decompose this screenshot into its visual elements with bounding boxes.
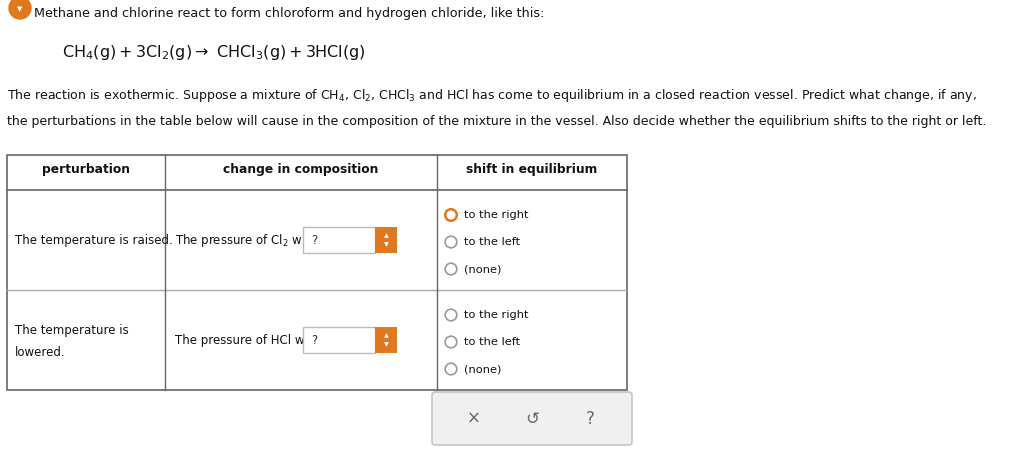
Bar — [375, 227, 397, 253]
Text: lowered.: lowered. — [15, 345, 66, 359]
Text: ▼: ▼ — [384, 242, 388, 247]
Text: ?: ? — [586, 410, 595, 427]
Text: The temperature is: The temperature is — [15, 324, 129, 337]
Text: ?: ? — [311, 333, 317, 346]
Text: ▲: ▲ — [384, 233, 388, 238]
Bar — [7, 155, 627, 390]
Text: ▼: ▼ — [384, 342, 388, 347]
Text: The pressure of $\mathregular{Cl_2}$ will: The pressure of $\mathregular{Cl_2}$ wil… — [175, 232, 312, 248]
Text: ↺: ↺ — [525, 410, 539, 427]
Text: The pressure of HCl will: The pressure of HCl will — [175, 333, 314, 346]
Text: ▲: ▲ — [384, 333, 388, 338]
Text: (none): (none) — [464, 364, 502, 374]
Text: to the left: to the left — [464, 237, 520, 247]
Circle shape — [9, 0, 31, 19]
Text: perturbation: perturbation — [42, 163, 130, 176]
Text: change in composition: change in composition — [223, 163, 379, 176]
FancyBboxPatch shape — [432, 392, 632, 445]
Text: to the right: to the right — [464, 310, 528, 320]
Bar — [303, 327, 375, 353]
Text: The reaction is exothermic. Suppose a mixture of $\mathregular{CH_4}$, $\mathreg: The reaction is exothermic. Suppose a mi… — [7, 87, 977, 104]
Text: The temperature is raised.: The temperature is raised. — [15, 233, 173, 246]
Text: Methane and chlorine react to form chloroform and hydrogen chloride, like this:: Methane and chlorine react to form chlor… — [34, 7, 545, 20]
Text: ×: × — [467, 410, 480, 427]
Text: to the right: to the right — [464, 210, 528, 220]
Text: ?: ? — [311, 233, 317, 246]
Text: ▼: ▼ — [17, 6, 23, 12]
Text: (none): (none) — [464, 264, 502, 274]
Text: the perturbations in the table below will cause in the composition of the mixtur: the perturbations in the table below wil… — [7, 115, 986, 128]
Bar — [375, 327, 397, 353]
Text: $\mathregular{CH_4(g)+3Cl_2(g)\rightarrow\ CHCl_3(g)+3HCl(g)}$: $\mathregular{CH_4(g)+3Cl_2(g)\rightarro… — [62, 43, 366, 62]
Text: to the left: to the left — [464, 337, 520, 347]
Bar — [303, 227, 375, 253]
Text: shift in equilibrium: shift in equilibrium — [466, 163, 598, 176]
